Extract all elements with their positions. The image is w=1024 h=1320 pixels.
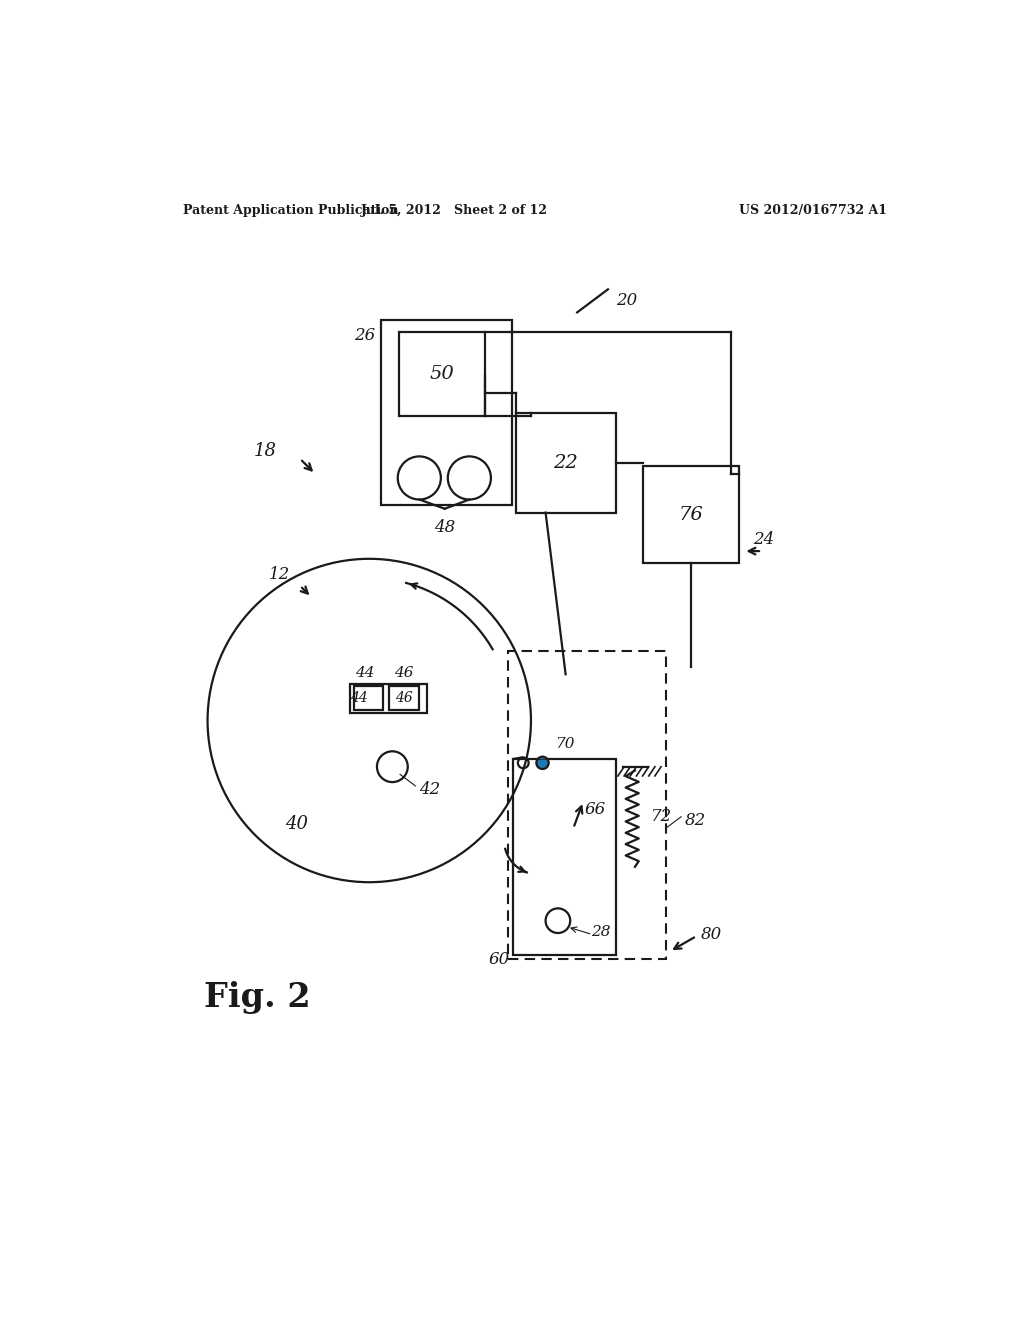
Text: 60: 60 xyxy=(488,952,509,969)
Text: 46: 46 xyxy=(395,692,413,705)
Text: 50: 50 xyxy=(429,366,454,383)
Text: 80: 80 xyxy=(700,927,722,942)
Text: 76: 76 xyxy=(678,506,703,524)
Text: 26: 26 xyxy=(354,327,376,345)
Text: 70: 70 xyxy=(556,737,575,751)
Bar xyxy=(513,759,615,956)
Text: 44: 44 xyxy=(355,665,375,680)
Text: 28: 28 xyxy=(591,925,610,940)
Bar xyxy=(515,413,615,512)
Bar xyxy=(389,686,419,710)
Text: 66: 66 xyxy=(585,800,606,817)
Bar xyxy=(508,651,666,960)
Text: 44: 44 xyxy=(349,692,368,705)
Bar xyxy=(643,466,739,562)
Text: Fig. 2: Fig. 2 xyxy=(204,981,310,1014)
Text: 46: 46 xyxy=(394,665,414,680)
Text: 12: 12 xyxy=(269,566,291,582)
Circle shape xyxy=(537,756,549,770)
Bar xyxy=(381,321,512,506)
Text: 42: 42 xyxy=(419,781,440,799)
Text: 22: 22 xyxy=(553,454,578,471)
Bar xyxy=(350,684,427,713)
Text: 20: 20 xyxy=(615,292,637,309)
Text: 72: 72 xyxy=(651,808,673,825)
Text: 24: 24 xyxy=(753,531,774,548)
Text: Jul. 5, 2012   Sheet 2 of 12: Jul. 5, 2012 Sheet 2 of 12 xyxy=(360,205,548,218)
Text: US 2012/0167732 A1: US 2012/0167732 A1 xyxy=(739,205,887,218)
Text: 48: 48 xyxy=(434,519,456,536)
Bar xyxy=(398,331,484,416)
Text: 18: 18 xyxy=(254,442,276,459)
Text: 82: 82 xyxy=(685,812,707,829)
Text: Patent Application Publication: Patent Application Publication xyxy=(183,205,398,218)
Bar xyxy=(354,686,383,710)
Text: 40: 40 xyxy=(285,816,307,833)
